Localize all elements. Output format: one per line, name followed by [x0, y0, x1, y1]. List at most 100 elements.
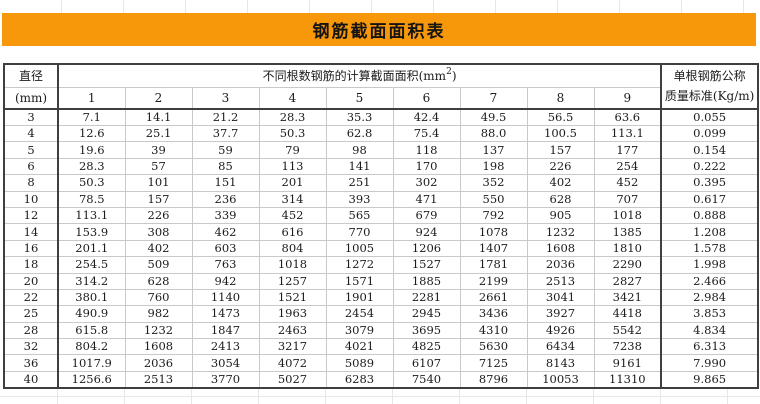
area-cell[interactable]: 78.5 — [57, 190, 126, 208]
diameter-cell[interactable]: 16 — [3, 239, 59, 258]
area-cell[interactable]: 198 — [459, 157, 528, 176]
mass-cell[interactable]: 2.466 — [660, 272, 759, 290]
area-cell[interactable]: 1005 — [325, 239, 394, 258]
area-cell[interactable]: 763 — [191, 256, 260, 274]
area-cell[interactable]: 1272 — [325, 256, 394, 274]
area-cell[interactable]: 352 — [459, 174, 528, 192]
title-banner[interactable]: 钢筋截面面积表 — [2, 13, 756, 46]
area-cell[interactable]: 471 — [392, 190, 461, 208]
area-cell[interactable]: 4418 — [593, 305, 662, 323]
area-cell[interactable]: 39 — [124, 141, 193, 159]
area-cell[interactable]: 4021 — [325, 338, 394, 356]
area-cell[interactable]: 6107 — [392, 354, 461, 372]
mass-cell[interactable]: 9.865 — [660, 370, 759, 389]
area-cell[interactable]: 452 — [258, 206, 327, 225]
area-cell[interactable]: 804 — [258, 239, 327, 258]
diameter-cell[interactable]: 20 — [3, 272, 59, 290]
diameter-cell[interactable]: 4 — [3, 124, 59, 143]
area-cell[interactable]: 10053 — [526, 370, 595, 389]
area-cell[interactable]: 28.3 — [258, 108, 327, 126]
area-cell[interactable]: 1407 — [459, 239, 528, 258]
area-header[interactable]: 不同根数钢筋的计算截面面积(mm2) — [57, 63, 662, 88]
area-cell[interactable]: 2513 — [124, 370, 193, 389]
area-cell[interactable]: 8796 — [459, 370, 528, 389]
area-cell[interactable]: 380.1 — [57, 288, 126, 307]
mass-cell[interactable]: 6.313 — [660, 338, 759, 356]
area-cell[interactable]: 1810 — [593, 239, 662, 258]
area-cell[interactable]: 1963 — [258, 305, 327, 323]
count-header-7[interactable]: 7 — [459, 86, 528, 110]
diameter-cell[interactable]: 32 — [3, 338, 59, 356]
diameter-cell[interactable]: 3 — [3, 108, 59, 126]
area-cell[interactable]: 251 — [325, 174, 394, 192]
area-cell[interactable]: 565 — [325, 206, 394, 225]
area-cell[interactable]: 25.1 — [124, 124, 193, 143]
area-cell[interactable]: 6434 — [526, 338, 595, 356]
area-cell[interactable]: 2463 — [258, 321, 327, 340]
area-cell[interactable]: 2290 — [593, 256, 662, 274]
area-cell[interactable]: 98 — [325, 141, 394, 159]
area-cell[interactable]: 3770 — [191, 370, 260, 389]
area-cell[interactable]: 50.3 — [57, 174, 126, 192]
area-cell[interactable]: 63.6 — [593, 108, 662, 126]
area-cell[interactable]: 1206 — [392, 239, 461, 258]
area-cell[interactable]: 236 — [191, 190, 260, 208]
area-cell[interactable]: 2661 — [459, 288, 528, 307]
area-cell[interactable]: 85 — [191, 157, 260, 176]
area-cell[interactable]: 7125 — [459, 354, 528, 372]
area-cell[interactable]: 21.2 — [191, 108, 260, 126]
area-cell[interactable]: 5542 — [593, 321, 662, 340]
diameter-cell[interactable]: 14 — [3, 223, 59, 241]
area-cell[interactable]: 3436 — [459, 305, 528, 323]
area-cell[interactable]: 3695 — [392, 321, 461, 340]
area-cell[interactable]: 12.6 — [57, 124, 126, 143]
area-cell[interactable]: 101 — [124, 174, 193, 192]
mass-cell[interactable]: 1.208 — [660, 223, 759, 241]
area-cell[interactable]: 113 — [258, 157, 327, 176]
diameter-cell[interactable]: 22 — [3, 288, 59, 307]
diameter-header-line2[interactable]: (mm) — [3, 86, 59, 110]
area-cell[interactable]: 201.1 — [57, 239, 126, 258]
area-cell[interactable]: 1140 — [191, 288, 260, 307]
area-cell[interactable]: 1473 — [191, 305, 260, 323]
area-cell[interactable]: 628 — [124, 272, 193, 290]
area-cell[interactable]: 679 — [392, 206, 461, 225]
area-cell[interactable]: 707 — [593, 190, 662, 208]
area-cell[interactable]: 1608 — [526, 239, 595, 258]
area-cell[interactable]: 75.4 — [392, 124, 461, 143]
area-cell[interactable]: 3079 — [325, 321, 394, 340]
area-cell[interactable]: 1385 — [593, 223, 662, 241]
diameter-cell[interactable]: 12 — [3, 206, 59, 225]
area-cell[interactable]: 550 — [459, 190, 528, 208]
area-cell[interactable]: 2827 — [593, 272, 662, 290]
area-cell[interactable]: 113.1 — [57, 206, 126, 225]
area-cell[interactable]: 226 — [124, 206, 193, 225]
area-cell[interactable]: 5630 — [459, 338, 528, 356]
area-cell[interactable]: 153.9 — [57, 223, 126, 241]
area-cell[interactable]: 59 — [191, 141, 260, 159]
area-cell[interactable]: 11310 — [593, 370, 662, 389]
area-cell[interactable]: 5089 — [325, 354, 394, 372]
area-cell[interactable]: 1571 — [325, 272, 394, 290]
area-cell[interactable]: 2281 — [392, 288, 461, 307]
area-cell[interactable]: 177 — [593, 141, 662, 159]
count-header-1[interactable]: 1 — [57, 86, 126, 110]
area-cell[interactable]: 4825 — [392, 338, 461, 356]
diameter-header-line1[interactable]: 直径 — [3, 63, 59, 88]
area-cell[interactable]: 79 — [258, 141, 327, 159]
count-header-6[interactable]: 6 — [392, 86, 461, 110]
area-cell[interactable]: 1017.9 — [57, 354, 126, 372]
mass-cell[interactable]: 1.578 — [660, 239, 759, 258]
area-cell[interactable]: 4072 — [258, 354, 327, 372]
diameter-cell[interactable]: 40 — [3, 370, 59, 389]
area-cell[interactable]: 402 — [526, 174, 595, 192]
mass-cell[interactable]: 3.853 — [660, 305, 759, 323]
area-cell[interactable]: 1885 — [392, 272, 461, 290]
mass-cell[interactable]: 0.395 — [660, 174, 759, 192]
diameter-cell[interactable]: 8 — [3, 174, 59, 192]
area-cell[interactable]: 615.8 — [57, 321, 126, 340]
area-cell[interactable]: 1232 — [124, 321, 193, 340]
area-cell[interactable]: 760 — [124, 288, 193, 307]
area-cell[interactable]: 452 — [593, 174, 662, 192]
area-cell[interactable]: 1078 — [459, 223, 528, 241]
